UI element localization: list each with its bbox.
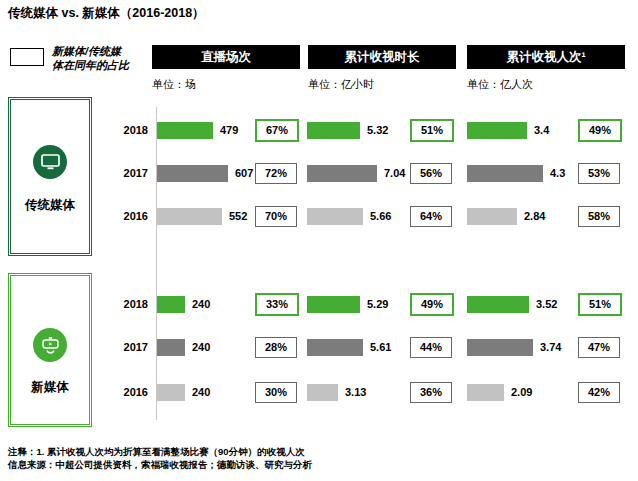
bar <box>157 384 185 401</box>
share-pct-box: 51% <box>410 119 454 142</box>
bar <box>307 122 360 139</box>
bar <box>467 296 529 313</box>
share-legend-line1: 新媒体/传统媒 <box>52 45 121 57</box>
column-header-live-matches: 直播场次 <box>152 45 300 69</box>
section-box-new-media: 新媒体 <box>8 273 92 427</box>
bar-value: 5.32 <box>367 124 388 136</box>
share-pct-box: 49% <box>578 119 622 142</box>
share-pct-box: 33% <box>255 293 299 316</box>
footnote-note: 注释：1. 累计收视人次均为折算至看满整场比赛（90分钟）的收视人次 <box>8 446 305 459</box>
share-pct-box: 58% <box>578 206 620 227</box>
bar-value: 240 <box>192 386 210 398</box>
bar-value: 5.66 <box>370 210 391 222</box>
share-pct-box: 42% <box>578 382 620 403</box>
share-legend-line2: 体在同年的占比 <box>52 59 129 71</box>
year-label: 2016 <box>104 210 148 222</box>
column-header-viewing-persons: 累计收视人次¹ <box>467 45 625 69</box>
tv-icon <box>33 145 67 179</box>
share-pct-box: 70% <box>255 206 297 227</box>
bar <box>157 339 185 356</box>
section-label-newmedia: 新媒体 <box>8 379 92 396</box>
column-header-viewing-hours: 累计收视时长 <box>308 45 456 69</box>
share-pct-box: 28% <box>255 337 297 358</box>
unit-label-persons: 单位：亿人次 <box>467 77 533 92</box>
share-legend-label: 新媒体/传统媒 体在同年的占比 <box>52 44 129 72</box>
footnote-source: 信息来源：中超公司提供资料，索福瑞收视报告；德勤访谈、研究与分析 <box>8 459 312 472</box>
share-pct-box: 30% <box>255 382 297 403</box>
share-pct-box: 36% <box>410 382 452 403</box>
share-pct-box: 56% <box>410 163 452 184</box>
bar-value: 240 <box>192 341 210 353</box>
year-label: 2017 <box>104 341 148 353</box>
bar <box>467 339 533 356</box>
year-label: 2017 <box>104 167 148 179</box>
bar-value: 3.74 <box>540 341 561 353</box>
year-label: 2016 <box>104 386 148 398</box>
bar-value: 3.4 <box>534 124 549 136</box>
bar <box>307 339 363 356</box>
bar <box>157 208 222 225</box>
bar-value: 3.52 <box>536 298 557 310</box>
vr-player-icon <box>33 328 67 362</box>
bar <box>467 208 517 225</box>
bar <box>307 165 377 182</box>
bar-value: 2.84 <box>524 210 545 222</box>
bar-value: 240 <box>192 298 210 310</box>
bar <box>307 296 360 313</box>
report-page: 传统媒体 vs. 新媒体（2016-2018） 新媒体/传统媒 体在同年的占比 … <box>0 0 638 481</box>
bar <box>307 208 363 225</box>
section-box-traditional-media: 传统媒体 <box>8 97 92 256</box>
y-axis-line <box>156 107 157 420</box>
share-pct-box: 49% <box>410 293 454 316</box>
bar <box>157 296 185 313</box>
share-pct-box: 47% <box>578 337 620 358</box>
bar-value: 2.09 <box>511 386 532 398</box>
bar-value: 607 <box>235 167 253 179</box>
unit-label-hours: 单位：亿小时 <box>308 77 374 92</box>
share-pct-box: 51% <box>578 293 622 316</box>
bar-value: 7.04 <box>384 167 405 179</box>
unit-label-matches: 单位：场 <box>152 77 196 92</box>
bar <box>307 384 338 401</box>
bar <box>467 384 504 401</box>
bar-value: 5.61 <box>370 341 391 353</box>
bar <box>157 122 213 139</box>
share-pct-box: 72% <box>255 163 297 184</box>
bar-value: 552 <box>229 210 247 222</box>
bar <box>467 122 527 139</box>
section-label-traditional: 传统媒体 <box>8 197 92 214</box>
share-pct-box: 67% <box>255 119 299 142</box>
share-pct-box: 64% <box>410 206 452 227</box>
bar-value: 479 <box>220 124 238 136</box>
bar-value: 3.13 <box>345 386 366 398</box>
page-title: 传统媒体 vs. 新媒体（2016-2018） <box>8 5 205 22</box>
share-pct-box: 44% <box>410 337 452 358</box>
bar-value: 5.29 <box>367 298 388 310</box>
share-legend-swatch <box>10 48 44 66</box>
bar <box>157 165 228 182</box>
share-pct-box: 53% <box>578 163 620 184</box>
bar-value: 4.3 <box>550 167 565 179</box>
year-label: 2018 <box>104 298 148 310</box>
year-label: 2018 <box>104 124 148 136</box>
bar <box>467 165 543 182</box>
